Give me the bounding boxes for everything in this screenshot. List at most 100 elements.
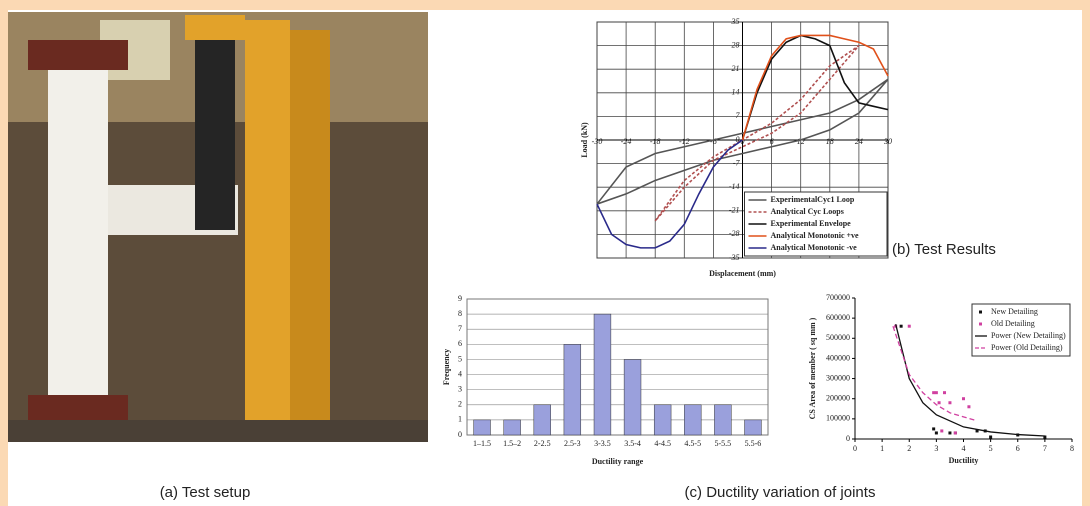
photo-column — [48, 40, 108, 420]
bar — [473, 419, 491, 436]
point — [934, 431, 938, 435]
x-tick-label: 12 — [797, 137, 805, 146]
caption: (a) Test setup — [160, 484, 251, 501]
y-tick-label: 2 — [458, 400, 462, 409]
y-tick-label: 35 — [731, 17, 740, 26]
x-axis-title: Ductility — [949, 456, 979, 465]
y-tick-label: 21 — [732, 64, 740, 73]
x-tick-label: -6 — [710, 137, 717, 146]
point — [940, 429, 944, 433]
point — [934, 391, 938, 395]
y-tick-label: -21 — [729, 206, 740, 215]
x-tick-label: 4.5-5 — [684, 439, 701, 448]
x-tick-label: 2 — [907, 444, 911, 453]
y-tick-label: -14 — [729, 182, 740, 191]
y-tick-label: -28 — [729, 229, 740, 238]
plot-frame — [466, 298, 769, 436]
x-tick-label: 3 — [934, 444, 938, 453]
y-tick-label: 0 — [458, 430, 462, 439]
y-tick-label: 7 — [736, 111, 741, 120]
legend-label: Analytical Monotonic +ve — [771, 231, 860, 240]
legend-label: Old Detailing — [991, 319, 1035, 328]
y-tick-label: 0 — [736, 135, 740, 144]
x-tick-label: 5 — [989, 444, 993, 453]
point — [932, 391, 936, 395]
x-tick-label: 1 — [880, 444, 884, 453]
legend-label: New Detailing — [991, 307, 1038, 316]
y-tick-label: 14 — [732, 88, 740, 97]
y-tick-label: 500000 — [826, 333, 850, 342]
series-line — [741, 34, 889, 141]
bar — [503, 419, 521, 436]
y-tick-label: 28 — [732, 40, 740, 49]
point — [953, 431, 957, 435]
legend-label: Power (Old Detailing) — [991, 343, 1063, 352]
x-tick-label: 6 — [1016, 444, 1020, 453]
y-tick-label: 100000 — [826, 414, 850, 423]
legend-label: Power (New Detailing) — [991, 331, 1066, 340]
x-tick-label: 24 — [855, 137, 863, 146]
photo-beam — [185, 15, 245, 40]
y-tick-label: 0 — [846, 434, 850, 443]
x-tick-label: -18 — [650, 137, 661, 146]
point — [989, 435, 993, 439]
x-tick-label: 2-2.5 — [534, 439, 551, 448]
legend-label: Analytical Cyc Loops — [771, 207, 844, 216]
y-tick-label: 8 — [458, 309, 462, 318]
y-tick-label: 600000 — [826, 313, 850, 322]
x-tick-label: 18 — [826, 137, 834, 146]
bar — [714, 404, 732, 436]
trend-line — [892, 325, 978, 422]
y-axis-title: Frequency — [442, 349, 451, 385]
x-tick-label: 4-4.5 — [654, 439, 671, 448]
x-tick-label: 8 — [1070, 444, 1074, 453]
x-tick-label: 3.5-4 — [624, 439, 641, 448]
x-tick-label: -30 — [592, 137, 603, 146]
photo-frame — [245, 20, 290, 440]
y-tick-label: 3 — [458, 384, 462, 393]
x-tick-label: 0 — [853, 444, 857, 453]
x-tick-label: 1.5–2 — [503, 439, 521, 448]
y-tick-label: 5 — [458, 354, 462, 363]
legend-swatch — [979, 322, 982, 326]
series-line — [654, 44, 860, 222]
x-axis-title: Ductility range — [592, 457, 644, 466]
x-tick-label: -12 — [679, 137, 690, 146]
series-line — [741, 34, 889, 141]
point — [907, 324, 911, 328]
x-tick-label: -24 — [621, 137, 632, 146]
bar — [744, 419, 762, 436]
bar — [653, 404, 672, 436]
x-tick-label: 4 — [962, 444, 966, 453]
point — [932, 427, 936, 431]
photo-frame — [290, 30, 330, 420]
legend — [971, 303, 1071, 357]
bar — [593, 313, 612, 436]
x-tick-label: 5.5-6 — [745, 439, 762, 448]
legend-label: Experimental Envelope — [771, 219, 852, 228]
legend — [744, 191, 888, 257]
y-tick-label: 200000 — [826, 394, 850, 403]
y-tick-label: 400000 — [826, 353, 850, 362]
y-axis-title: CS Area of member ( sq mm ) — [808, 317, 817, 419]
y-tick-label: 300000 — [826, 373, 850, 382]
point — [1043, 435, 1047, 439]
legend-label: Analytical Monotonic -ve — [771, 243, 858, 252]
y-tick-label: -35 — [729, 253, 740, 262]
point — [943, 391, 947, 395]
point — [948, 401, 952, 405]
photo — [8, 12, 428, 442]
photo-floor — [8, 420, 428, 442]
x-tick-label: 1–1.5 — [473, 439, 491, 448]
y-tick-label: 1 — [458, 415, 462, 424]
x-axis-title: Displacement (mm) — [709, 269, 776, 278]
bar — [623, 359, 642, 436]
point — [967, 405, 971, 409]
y-tick-label: 7 — [458, 324, 462, 333]
point — [937, 401, 941, 405]
point — [975, 429, 979, 433]
y-tick-label: 9 — [458, 294, 462, 303]
series-line — [596, 139, 743, 249]
x-tick-label: 2.5-3 — [564, 439, 581, 448]
